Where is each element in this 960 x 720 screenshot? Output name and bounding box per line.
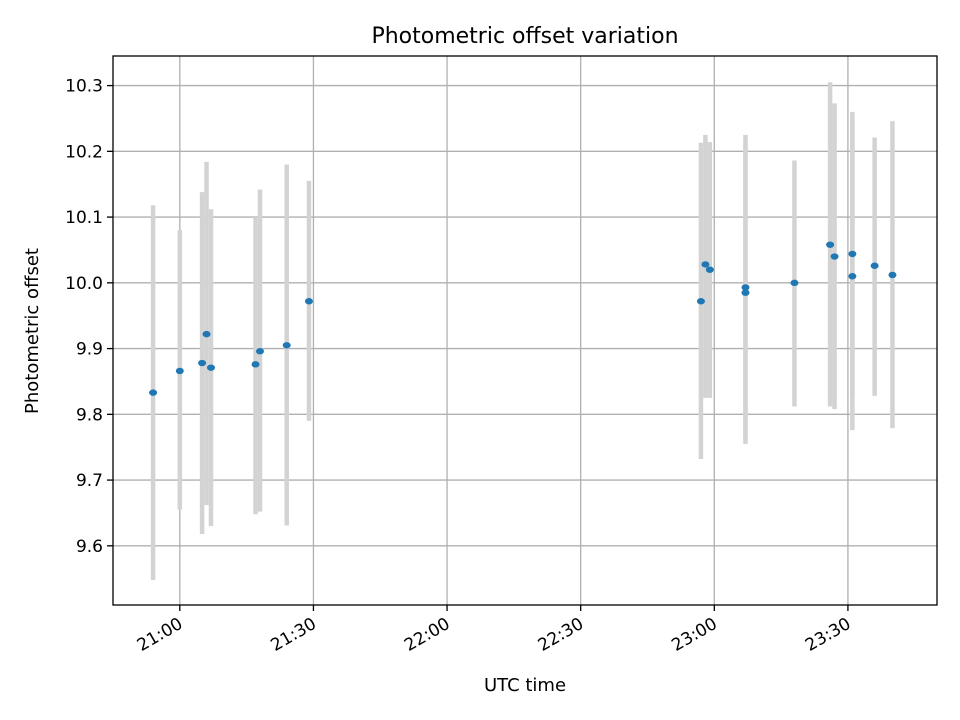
- data-point: [206, 364, 215, 371]
- data-point: [705, 266, 714, 273]
- chart-title: Photometric offset variation: [371, 24, 678, 49]
- data-point: [741, 289, 750, 296]
- y-tick-label: 9.8: [76, 405, 103, 425]
- data-point: [149, 389, 158, 396]
- plot-frame: [112, 55, 938, 606]
- data-point: [870, 262, 879, 269]
- data-point: [304, 298, 313, 305]
- y-tick-label: 10.0: [65, 274, 103, 294]
- y-axis-label: Photometric offset: [22, 248, 43, 414]
- x-tick-label: 23:00: [668, 614, 720, 656]
- y-axis: 9.6 9.7 9.8 9.9 10.0 10.1 10.2 10.3: [65, 77, 113, 557]
- x-tick-label: 22:30: [535, 614, 587, 656]
- x-tick-label: 21:00: [134, 614, 186, 656]
- data-point: [255, 348, 264, 355]
- data-point: [198, 359, 207, 367]
- data-point: [826, 241, 835, 248]
- data-point: [830, 253, 839, 260]
- y-tick-label: 9.6: [76, 537, 103, 557]
- x-tick-label: 22:00: [401, 614, 453, 656]
- data-point: [701, 261, 710, 268]
- y-tick-label: 9.9: [76, 340, 103, 360]
- data-point: [251, 361, 260, 368]
- error-bars: [150, 82, 895, 581]
- y-tick-label: 9.7: [76, 471, 103, 491]
- data-point: [888, 271, 897, 279]
- data-point: [790, 279, 799, 287]
- x-tick-label: 23:30: [802, 614, 854, 656]
- x-axis-label: UTC time: [484, 675, 566, 696]
- data-point: [848, 273, 857, 280]
- grid: [113, 56, 937, 605]
- data-point: [175, 367, 184, 375]
- data-point: [202, 330, 211, 338]
- y-tick-label: 10.3: [65, 77, 103, 97]
- x-axis: 21:00 21:30 22:00 22:30 23:00 23:30: [134, 605, 854, 656]
- y-tick-label: 10.2: [65, 142, 103, 162]
- x-tick-label: 21:30: [267, 614, 319, 656]
- data-point: [696, 298, 705, 305]
- data-point: [741, 284, 750, 291]
- y-tick-label: 10.1: [65, 208, 103, 228]
- data-points: [149, 241, 897, 396]
- data-point: [282, 342, 291, 349]
- data-point: [848, 250, 857, 258]
